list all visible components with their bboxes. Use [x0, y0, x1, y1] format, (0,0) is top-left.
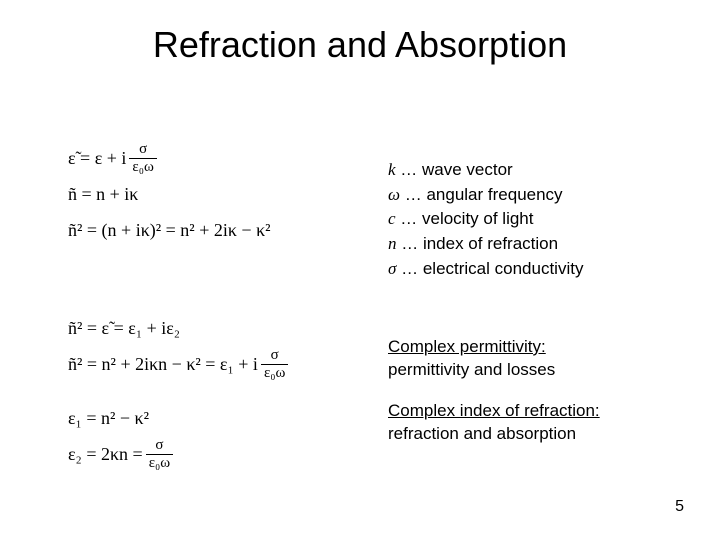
eq-text: ñ² = (n + iκ)² = n² + 2iκ − κ²	[68, 213, 271, 247]
legend-symbol: c	[388, 209, 396, 228]
eq-n2-eps: ñ² = ε̃ = ε₁ + iε₂	[68, 310, 291, 346]
fraction-numerator: σ	[268, 347, 282, 364]
fraction-denominator: ε₀ω	[146, 454, 173, 472]
legend-desc: … angular frequency	[400, 185, 563, 204]
page-title: Refraction and Absorption	[0, 24, 720, 66]
eq-eps2: ε₂ = 2κn = σ ε₀ω	[68, 436, 176, 472]
eq-n-tilde: ñ = n + iκ	[68, 176, 271, 212]
fraction-numerator: σ	[152, 437, 166, 454]
note-body: permittivity and losses	[388, 359, 600, 382]
legend-row: k … wave vector	[388, 158, 583, 183]
page-number: 5	[675, 498, 684, 516]
eq-eps1: ε₁ = n² − κ²	[68, 400, 176, 436]
eq-n-tilde-squared: ñ² = (n + iκ)² = n² + 2iκ − κ²	[68, 212, 271, 248]
slide: Refraction and Absorption ε̃ = ε + i σ ε…	[0, 0, 720, 540]
fraction-denominator: ε₀ω	[261, 364, 288, 382]
legend-symbol: n	[388, 234, 397, 253]
legend-desc: … index of refraction	[397, 234, 559, 253]
eq-n2-expand: ñ² = n² + 2iκn − κ² = ε₁ + i σ ε₀ω	[68, 346, 291, 382]
note-heading: Complex permittivity:	[388, 336, 600, 359]
symbol-legend: k … wave vector ω … angular frequency c …	[388, 158, 583, 281]
fraction-denominator: ε₀ω	[129, 158, 156, 176]
legend-symbol: ω	[388, 185, 400, 204]
equations-bot: ε₁ = n² − κ² ε₂ = 2κn = σ ε₀ω	[68, 400, 176, 472]
eq-text: ε₂ = 2κn =	[68, 437, 143, 471]
equations-top: ε̃ = ε + i σ ε₀ω ñ = n + iκ ñ² = (n + iκ…	[68, 140, 271, 248]
note-index: Complex index of refraction: refraction …	[388, 400, 600, 446]
eq-text: ε₁ = n² − κ²	[68, 401, 149, 435]
legend-symbol: k	[388, 160, 396, 179]
note-body: refraction and absorption	[388, 423, 600, 446]
legend-row: n … index of refraction	[388, 232, 583, 257]
legend-row: ω … angular frequency	[388, 183, 583, 208]
eq-text: ñ² = ε̃ = ε₁ + iε₂	[68, 311, 180, 345]
equations-mid: ñ² = ε̃ = ε₁ + iε₂ ñ² = n² + 2iκn − κ² =…	[68, 310, 291, 382]
fraction: σ ε₀ω	[129, 141, 156, 175]
eq-text: ε̃ = ε + i	[68, 141, 126, 175]
legend-desc: … velocity of light	[396, 209, 534, 228]
fraction: σ ε₀ω	[261, 347, 288, 381]
note-heading: Complex index of refraction:	[388, 400, 600, 423]
legend-desc: … wave vector	[396, 160, 513, 179]
fraction: σ ε₀ω	[146, 437, 173, 471]
note-permittivity: Complex permittivity: permittivity and l…	[388, 336, 600, 382]
legend-desc: … electrical conductivity	[396, 259, 583, 278]
legend-row: σ … electrical conductivity	[388, 257, 583, 282]
fraction-numerator: σ	[136, 141, 150, 158]
eq-text: ñ = n + iκ	[68, 177, 138, 211]
eq-text: ñ² = n² + 2iκn − κ² = ε₁ + i	[68, 347, 258, 381]
legend-row: c … velocity of light	[388, 207, 583, 232]
notes: Complex permittivity: permittivity and l…	[388, 336, 600, 464]
eq-epsilon-tilde: ε̃ = ε + i σ ε₀ω	[68, 140, 271, 176]
